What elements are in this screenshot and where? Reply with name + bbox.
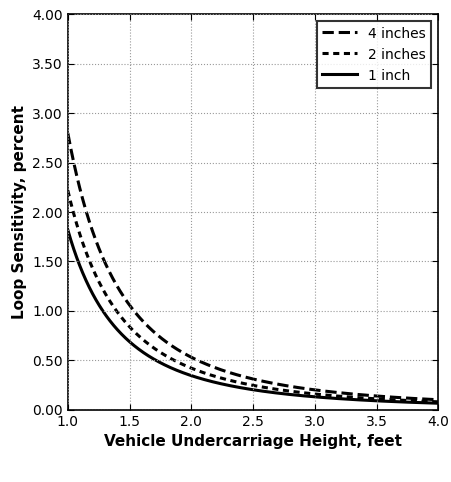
Line: 4 inches: 4 inches <box>68 133 437 400</box>
1 inch <box>435 401 440 406</box>
2 inches <box>353 395 359 401</box>
2 inches <box>435 399 440 405</box>
2 inches <box>360 395 365 401</box>
2 inches <box>65 187 70 193</box>
1 inch <box>65 227 70 233</box>
1 inch <box>360 397 365 403</box>
4 inches <box>215 366 220 372</box>
2 inches <box>103 291 108 297</box>
4 inches <box>103 261 108 267</box>
2 inches <box>215 374 220 380</box>
4 inches <box>319 388 324 394</box>
4 inches <box>360 392 365 398</box>
Y-axis label: Loop Sensitivity, percent: Loop Sensitivity, percent <box>12 105 27 319</box>
1 inch <box>215 380 220 386</box>
4 inches <box>228 370 233 376</box>
Legend: 4 inches, 2 inches, 1 inch: 4 inches, 2 inches, 1 inch <box>316 21 431 88</box>
Line: 2 inches: 2 inches <box>68 190 437 402</box>
1 inch <box>103 312 108 318</box>
2 inches <box>319 392 324 398</box>
X-axis label: Vehicle Undercarriage Height, feet: Vehicle Undercarriage Height, feet <box>104 434 401 449</box>
1 inch <box>319 395 324 401</box>
4 inches <box>353 391 359 397</box>
Line: 1 inch: 1 inch <box>68 230 437 403</box>
1 inch <box>228 383 233 389</box>
4 inches <box>435 397 440 402</box>
4 inches <box>65 130 70 136</box>
2 inches <box>228 378 233 384</box>
1 inch <box>353 397 359 402</box>
